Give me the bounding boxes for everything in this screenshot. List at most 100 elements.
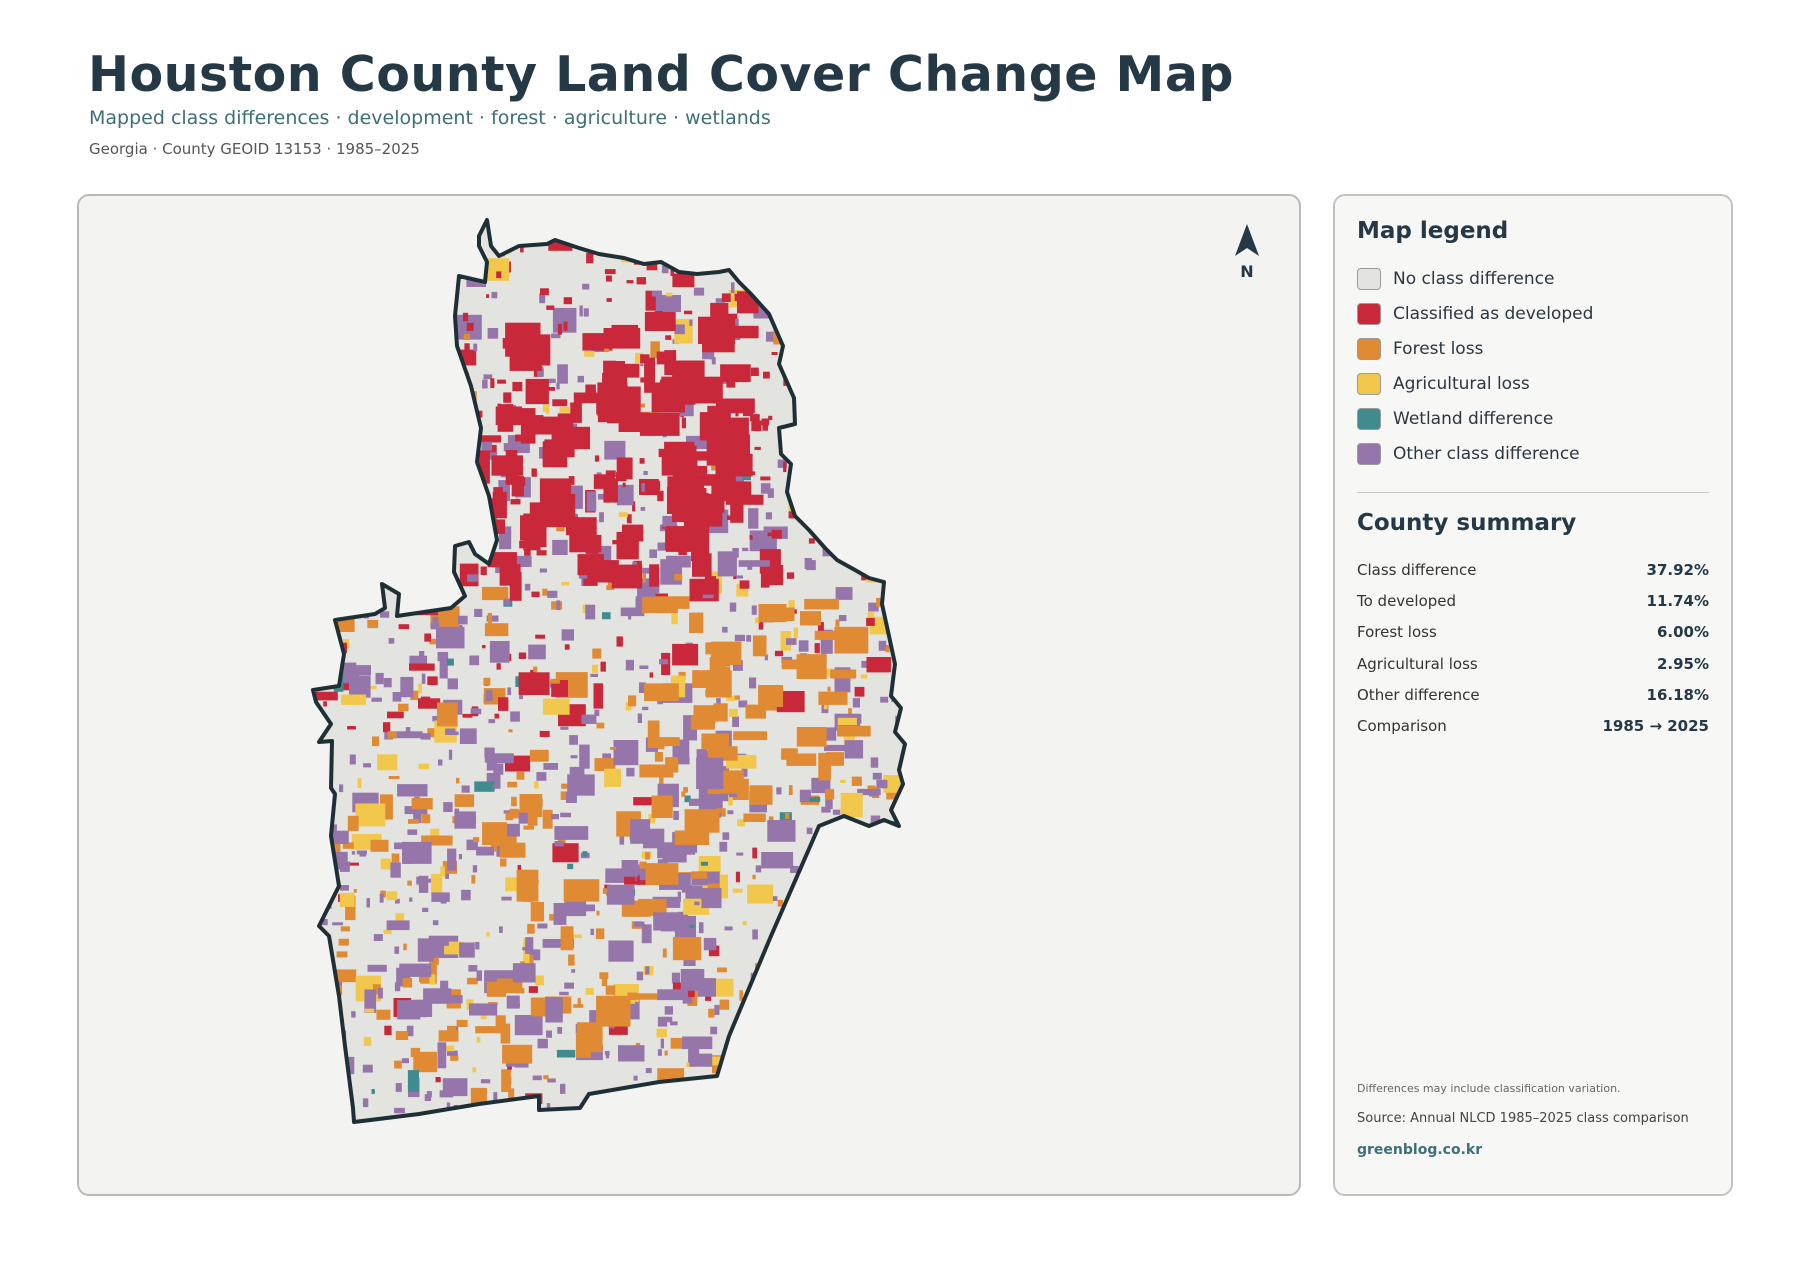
change-patch (622, 524, 644, 542)
change-patch (835, 477, 848, 501)
change-patch (707, 746, 738, 761)
change-patch (456, 482, 463, 488)
change-patch (649, 672, 654, 678)
change-patch (639, 665, 649, 669)
change-patch (349, 754, 356, 765)
change-patch (436, 626, 465, 649)
change-patch (532, 1075, 542, 1081)
change-patch (313, 577, 322, 583)
change-patch (824, 885, 855, 903)
change-patch (471, 875, 476, 884)
page-title: Houston County Land Cover Change Map (88, 46, 1234, 103)
change-patch (651, 290, 662, 297)
change-patch (392, 330, 423, 340)
change-patch (436, 569, 445, 580)
change-patch (364, 1008, 375, 1013)
change-patch (383, 722, 391, 733)
change-patch (476, 1036, 481, 1043)
change-patch (462, 227, 471, 232)
change-patch (651, 795, 673, 818)
change-patch (341, 569, 352, 581)
change-patch (663, 1016, 673, 1023)
change-patch (394, 982, 401, 992)
change-patch (517, 865, 522, 871)
change-patch (715, 978, 734, 997)
change-patch (535, 634, 546, 639)
change-patch (789, 276, 811, 301)
change-patch (703, 937, 717, 951)
change-patch (789, 447, 795, 453)
change-patch (437, 1115, 441, 1121)
change-patch (653, 737, 680, 747)
change-patch (450, 1055, 459, 1061)
change-patch (584, 239, 589, 244)
change-patch (461, 568, 468, 574)
change-patch (567, 863, 574, 870)
change-patch (674, 324, 685, 335)
change-patch (742, 1025, 754, 1032)
change-patch (480, 1079, 491, 1084)
change-patch (657, 1049, 662, 1056)
change-patch (677, 891, 681, 902)
brand-link[interactable]: greenblog.co.kr (1357, 1142, 1483, 1158)
change-patch (904, 406, 905, 417)
page-meta: Georgia · County GEOID 13153 · 1985–2025 (89, 140, 420, 158)
change-patch (732, 888, 743, 893)
change-patch (394, 1060, 402, 1069)
change-patch (849, 417, 854, 425)
change-patch (577, 375, 584, 383)
change-patch (370, 483, 399, 495)
change-patch (822, 455, 827, 465)
change-patch (886, 986, 894, 991)
change-patch (342, 411, 352, 419)
change-patch (716, 698, 721, 707)
change-patch (374, 399, 379, 408)
change-patch (613, 740, 639, 766)
change-patch (486, 615, 499, 622)
change-patch (743, 1059, 751, 1070)
change-patch (563, 321, 568, 331)
change-patch (818, 752, 831, 781)
change-patch (336, 951, 348, 958)
change-patch (758, 685, 784, 707)
change-patch (435, 505, 440, 512)
change-patch (470, 1087, 487, 1104)
change-patch (557, 1027, 563, 1034)
change-patch (823, 1117, 848, 1122)
change-patch (694, 901, 700, 906)
change-patch (710, 1026, 718, 1035)
summary-label: Comparison (1357, 717, 1447, 736)
legend-label: No class difference (1393, 268, 1555, 289)
change-patch (713, 703, 728, 722)
change-patch (424, 633, 431, 642)
change-patch (882, 908, 905, 919)
change-patch (907, 1054, 914, 1059)
change-patch (885, 645, 890, 653)
county-map[interactable] (79, 196, 1301, 1196)
change-patch (877, 291, 905, 315)
change-patch (777, 899, 783, 907)
legend-swatch (1357, 372, 1381, 395)
change-patch (830, 379, 835, 386)
legend-swatch (1357, 302, 1381, 325)
change-patch (846, 998, 850, 1005)
change-patch (881, 849, 905, 873)
change-patch (760, 564, 770, 588)
change-patch (420, 696, 431, 704)
change-patch (563, 297, 572, 305)
change-patch (463, 333, 470, 341)
change-patch (869, 337, 878, 347)
change-patch (878, 383, 885, 394)
change-patch (608, 940, 634, 962)
change-patch (699, 1116, 709, 1121)
map-panel[interactable]: N (77, 194, 1301, 1196)
change-patch (353, 889, 357, 893)
change-patch (738, 700, 748, 708)
change-patch (659, 776, 664, 787)
change-patch (582, 283, 590, 290)
summary-value: 1985 → 2025 (1602, 717, 1709, 736)
change-patch (421, 1008, 427, 1018)
change-patch (563, 879, 600, 902)
change-patch (737, 1048, 741, 1053)
change-patch (574, 1125, 584, 1135)
